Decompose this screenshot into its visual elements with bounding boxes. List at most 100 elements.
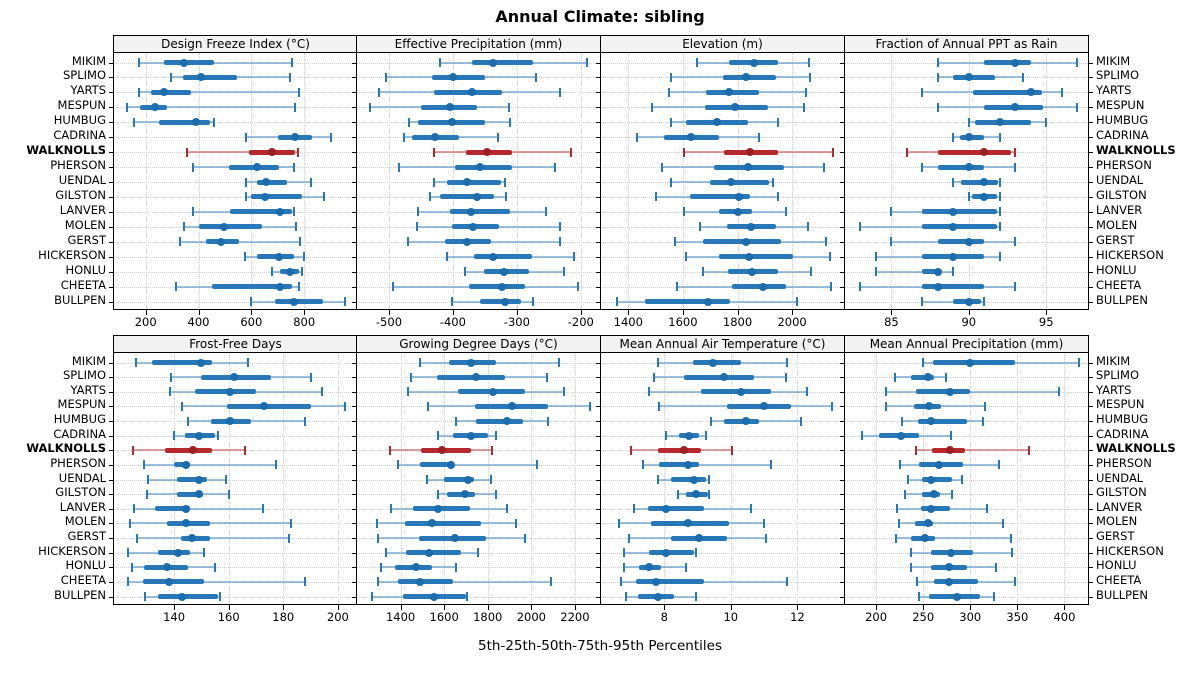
whisker-cap-5th (921, 87, 924, 97)
gridline-vertical (228, 353, 230, 604)
row-axis-tick (840, 286, 844, 288)
axis-tick (797, 605, 799, 610)
whisker-cap-95th (1009, 533, 1012, 543)
median-dot (995, 118, 1004, 127)
median-dot (1026, 88, 1035, 97)
median-dot (489, 58, 498, 67)
gridline-horizontal (114, 92, 357, 94)
whisker-cap-95th (491, 445, 494, 455)
row-axis-tick (1089, 152, 1093, 154)
row-axis-tick (352, 241, 356, 243)
median-dot (197, 73, 206, 82)
median-dot (174, 548, 183, 557)
row-axis-tick (840, 167, 844, 169)
median-dot (467, 358, 476, 367)
site-label-right: HONLU (1096, 262, 1137, 277)
gridline-horizontal (114, 435, 357, 437)
site-label-left: HUMBUG (53, 412, 106, 426)
gridline-horizontal (601, 435, 844, 437)
site-label-left: WALKNOLLS (26, 441, 106, 456)
row-axis-tick (596, 523, 600, 525)
whisker-cap-5th (136, 533, 139, 543)
row-axis-tick (1089, 167, 1093, 169)
iqr-bar-25th-75th (475, 418, 523, 424)
whisker-5th-95th (895, 537, 1011, 539)
gridline-vertical (792, 53, 794, 309)
site-label-right: SPLIMO (1096, 68, 1140, 83)
row-axis-tick (109, 92, 113, 94)
row-axis-tick (596, 301, 600, 303)
median-dot (503, 417, 512, 425)
gridline-horizontal (601, 581, 844, 583)
axis-tick-label: 8 (660, 610, 668, 624)
panel-plot (352, 352, 601, 605)
row-axis-tick (596, 286, 600, 288)
iqr-bar-25th-75th (436, 374, 506, 380)
panel-strip: Elevation (m) (600, 35, 845, 53)
gridline-vertical (876, 353, 878, 604)
whisker-cap-95th (320, 387, 323, 397)
whisker-cap-5th (391, 282, 394, 292)
gridline-vertical (891, 53, 893, 309)
gridline-vertical (531, 353, 533, 604)
gridline-horizontal (845, 62, 1088, 64)
whisker-cap-5th (952, 132, 955, 142)
median-dot (653, 592, 662, 601)
gridline-horizontal (114, 450, 357, 452)
median-dot (760, 402, 769, 411)
panel-strip: Design Freeze Index (°C) (113, 35, 358, 53)
median-dot (268, 148, 277, 157)
whisker-cap-95th (466, 592, 469, 601)
whisker-cap-5th (860, 431, 863, 441)
whisker-cap-5th (656, 475, 659, 484)
whisker-cap-5th (385, 548, 388, 558)
whisker-cap-5th (695, 58, 698, 67)
whisker-cap-95th (300, 267, 303, 277)
whisker-cap-5th (379, 562, 382, 572)
row-axis-tick (352, 494, 356, 496)
whisker-cap-5th (126, 102, 129, 112)
median-dot (182, 460, 191, 469)
site-label-right: GILSTON (1096, 485, 1147, 500)
whisker-cap-95th (1014, 282, 1017, 292)
gridline-horizontal (114, 196, 357, 198)
row-axis-tick (840, 211, 844, 213)
row-axis-tick (109, 152, 113, 154)
whisker-cap-5th (670, 117, 673, 127)
whisker-cap-95th (495, 489, 498, 499)
gridline-vertical (400, 353, 402, 604)
panel-plot (596, 52, 845, 310)
axis-tick-label: 12 (790, 610, 805, 624)
row-axis-tick (352, 226, 356, 228)
whisker-cap-95th (997, 460, 1000, 470)
iqr-bar-25th-75th (649, 550, 695, 556)
median-dot (945, 387, 954, 396)
gridline-horizontal (114, 62, 357, 64)
gridline-horizontal (357, 581, 600, 583)
row-axis-tick (109, 523, 113, 525)
iqr-bar-25th-75th (710, 179, 770, 185)
whisker-cap-5th (433, 147, 436, 157)
site-label-left: HONLU (65, 262, 106, 277)
row-axis-tick (352, 581, 356, 583)
gridline-horizontal (601, 567, 844, 569)
whisker-cap-5th (407, 387, 410, 397)
panel-strip: Frost-Free Days (113, 335, 358, 353)
whisker-cap-95th (1077, 358, 1080, 367)
whisker-cap-95th (577, 282, 580, 292)
row-axis-tick (840, 92, 844, 94)
axis-tick (145, 310, 147, 315)
gridline-horizontal (601, 226, 844, 228)
median-dot (980, 148, 989, 157)
gridline-horizontal (114, 152, 357, 154)
whisker-cap-5th (967, 117, 970, 127)
row-axis-tick (352, 62, 356, 64)
gridline-vertical (516, 53, 518, 309)
whisker-5th-95th (186, 151, 298, 154)
axis-tick (1064, 605, 1066, 610)
whisker-cap-95th (807, 58, 810, 67)
row-axis-tick (1089, 362, 1093, 364)
whisker-cap-95th (684, 562, 687, 572)
whisker-5th-95th (922, 300, 985, 303)
whisker-cap-5th (133, 504, 136, 514)
